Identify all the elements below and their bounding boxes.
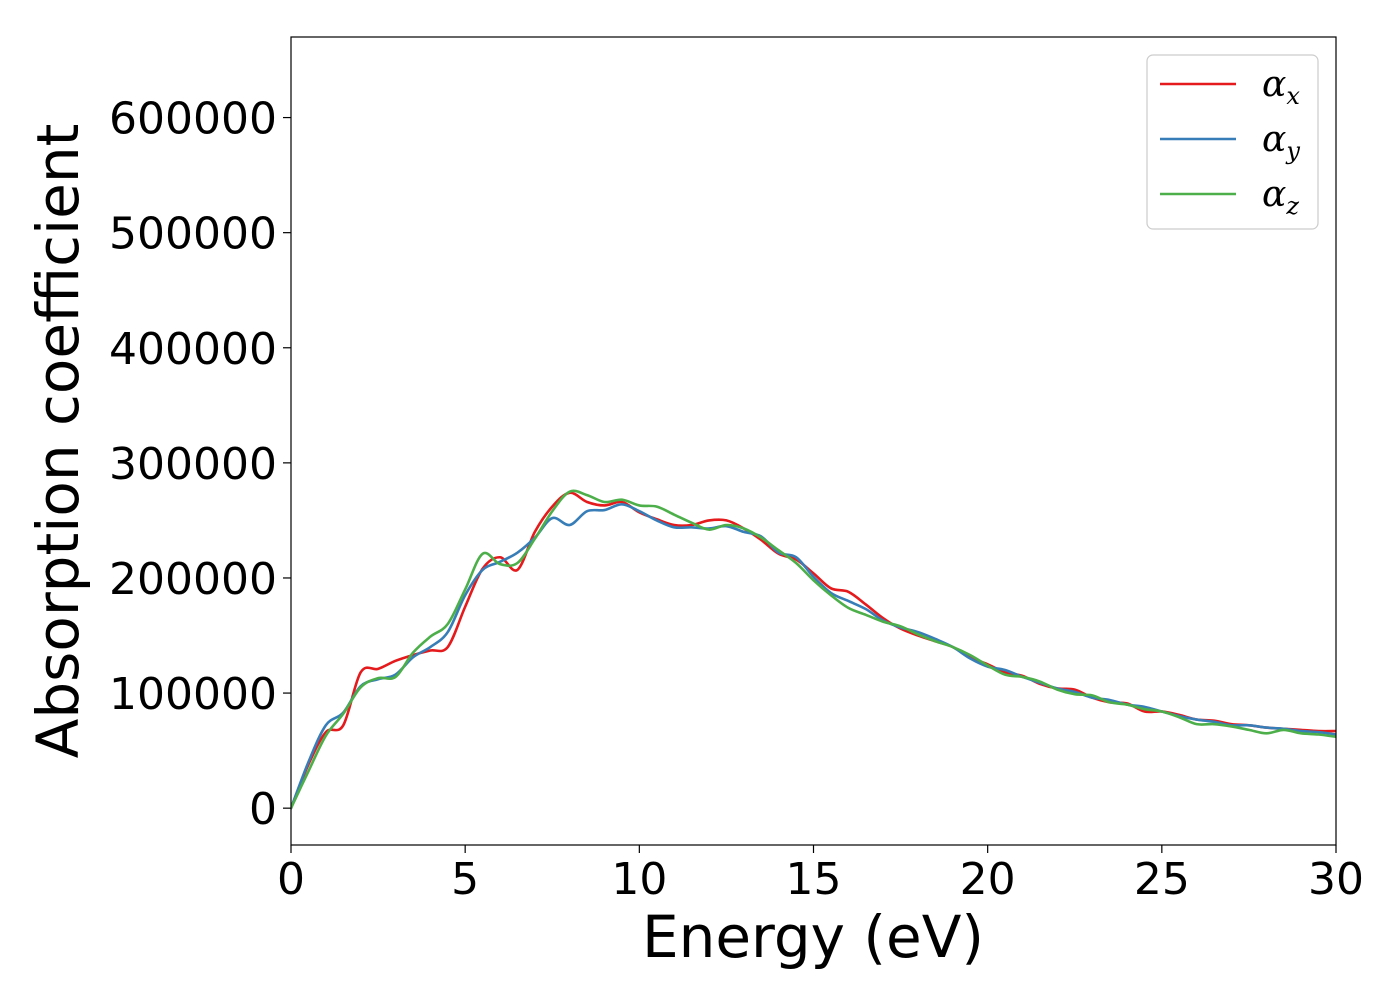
y-tick-label: 100000 (109, 669, 277, 720)
x-axis-ticks: 0 5 10 15 20 25 30 (277, 845, 1364, 905)
x-tick-label: 15 (786, 854, 842, 905)
legend-items: αx αy αz (1160, 64, 1300, 220)
y-tick-label: 300000 (109, 439, 277, 490)
x-tick-label: 30 (1308, 854, 1364, 905)
y-tick-label: 200000 (109, 554, 277, 605)
x-tick-label: 25 (1134, 854, 1190, 905)
series-line-z (291, 489, 1336, 810)
y-tick-label: 400000 (109, 324, 277, 375)
x-tick-label: 0 (277, 854, 305, 905)
legend-label-z: αz (1262, 174, 1299, 220)
x-tick-label: 5 (451, 854, 479, 905)
x-tick-label: 10 (611, 854, 667, 905)
y-tick-label: 600000 (109, 94, 277, 145)
legend-label-x: αx (1262, 64, 1300, 110)
y-axis-label: Absorption coefficient (24, 124, 92, 759)
x-axis-label: Energy (eV) (642, 903, 984, 971)
series-line-y (291, 503, 1336, 810)
x-tick-label: 20 (960, 854, 1016, 905)
y-axis-ticks: 0 100000 200000 300000 400000 500000 600000 (109, 94, 291, 835)
y-tick-label: 0 (249, 784, 277, 835)
series-line-x (291, 491, 1336, 810)
series-layer (291, 489, 1336, 810)
y-tick-label: 500000 (109, 209, 277, 260)
legend: αx αy αz (1146, 54, 1319, 230)
legend-label-y: αy (1262, 119, 1300, 165)
legend-box (1146, 54, 1319, 230)
